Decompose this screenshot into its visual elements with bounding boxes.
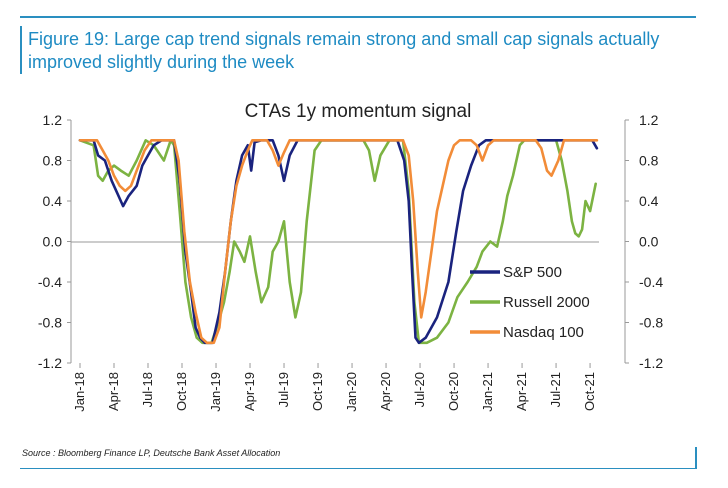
x-tick-label: Jan-18 <box>72 372 87 412</box>
source-note: Source : Bloomberg Finance LP, Deutsche … <box>22 448 281 458</box>
y-tick-label-right: 1.2 <box>639 112 659 128</box>
x-tick-label: Jan-20 <box>344 372 359 412</box>
chart-title: CTAs 1y momentum signal <box>245 101 472 122</box>
x-tick-label: Jul-18 <box>140 372 155 407</box>
x-ticks: Jan-18 Apr-18 Jul-18 Oct-18 Jan-19 Apr-19 Jul-… <box>72 363 597 412</box>
x-tick-label: Jul-19 <box>276 372 291 407</box>
x-tick-label: Oct-21 <box>582 372 597 411</box>
x-tick-label: Apr-20 <box>378 372 393 411</box>
y-tick-label-right: 0.0 <box>639 234 659 250</box>
y-tick-label: 0.8 <box>43 153 63 169</box>
bottom-rule <box>20 468 696 469</box>
figure-title: Figure 19: Large cap trend signals remai… <box>28 29 660 72</box>
y-tick-label-right: 0.4 <box>639 193 659 209</box>
x-tick-label: Jan-21 <box>480 372 495 412</box>
legend-label: Russell 2000 <box>503 294 590 311</box>
y-ticks-left: 1.2 0.8 0.4 0.0 -0.4 -0.8 -1.2 <box>38 112 71 371</box>
x-tick-label: Apr-19 <box>242 372 257 411</box>
y-tick-label: -1.2 <box>38 355 62 371</box>
y-ticks-right: 1.2 0.8 0.4 0.0 -0.4 -0.8 -1.2 <box>625 112 663 371</box>
footer-accent-bar <box>695 447 697 469</box>
y-tick-label: -0.4 <box>38 274 62 290</box>
y-tick-label: 0.4 <box>43 193 63 209</box>
legend-label: Nasdaq 100 <box>503 324 584 341</box>
x-tick-label: Apr-21 <box>514 372 529 411</box>
top-rule <box>20 16 696 18</box>
legend: S&P 500 Russell 2000 Nasdaq 100 <box>470 264 590 341</box>
series-line-russell-2000 <box>78 139 597 345</box>
x-tick-label: Apr-18 <box>106 372 121 411</box>
y-tick-label-right: -1.2 <box>639 355 663 371</box>
y-tick-label-right: -0.8 <box>639 315 663 331</box>
title-accent-bar <box>20 26 22 74</box>
series-lines <box>78 139 599 345</box>
y-tick-label: 0.0 <box>43 234 63 250</box>
series-line-s-p-500 <box>78 139 599 345</box>
x-tick-label: Jan-19 <box>208 372 223 412</box>
y-tick-label: -0.8 <box>38 315 62 331</box>
x-tick-label: Jul-20 <box>412 372 427 407</box>
series-line-nasdaq-100 <box>78 139 599 345</box>
x-tick-label: Oct-18 <box>174 372 189 411</box>
y-tick-label: 1.2 <box>43 112 63 128</box>
x-tick-label: Oct-19 <box>310 372 325 411</box>
y-tick-label-right: 0.8 <box>639 153 659 169</box>
y-tick-label-right: -0.4 <box>639 274 663 290</box>
x-tick-label: Jul-21 <box>548 372 563 407</box>
x-tick-label: Oct-20 <box>446 372 461 411</box>
legend-label: S&P 500 <box>503 264 562 281</box>
